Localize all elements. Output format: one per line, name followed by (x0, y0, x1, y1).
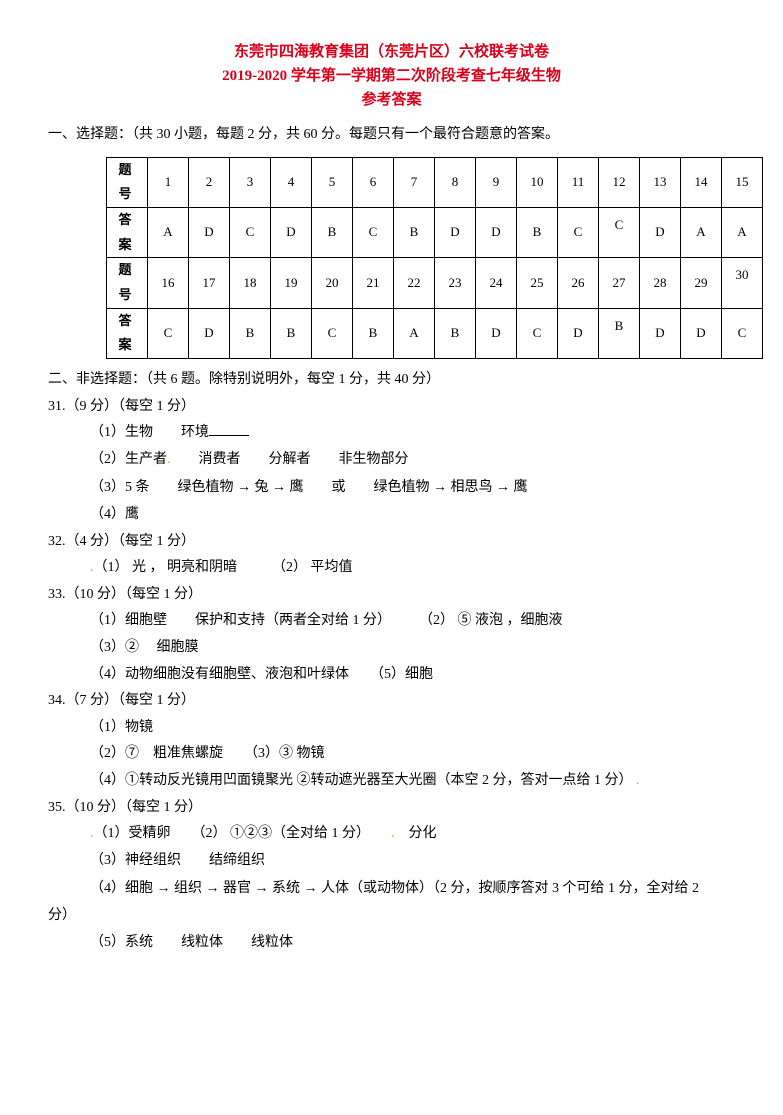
arrow-icon: → (206, 874, 220, 901)
answer-table: 题 号 123 456 789 101112 131415 答 案 ADC DB… (106, 157, 763, 360)
row-label-a1: 答 案 (107, 207, 148, 257)
arrow-icon: → (255, 874, 269, 901)
arrow-icon: → (237, 473, 251, 500)
section2-intro: 二、非选择题：（共 6 题。除特别说明外，每空 1 分，共 40 分） (48, 367, 735, 394)
row-label-q1: 题 号 (107, 157, 148, 207)
orange-dot-icon: . (633, 773, 640, 788)
arrow-icon: → (496, 473, 510, 500)
cell-num-30: 30 (722, 258, 763, 308)
q33-p3: （4）动物细胞没有细胞壁、液泡和叶绿体 （5）细胞 (48, 662, 735, 689)
title-line-3: 参考答案 (48, 88, 735, 112)
q33-p1: （1）细胞壁 保护和支持（两者全对给 1 分） （2） ⑤ 液泡 ，细胞液 (48, 608, 735, 635)
q32-head: 32.（4 分）（每空 1 分） (48, 529, 735, 556)
arrow-icon: → (272, 473, 286, 500)
table-row-ans-1: 答 案 ADC DBC BDD BC C DAA (107, 207, 763, 257)
q31-head: 31.（9 分）（每空 1 分） (48, 394, 735, 421)
arrow-icon: → (304, 874, 318, 901)
q32-p1: .（1） 光 ， 明亮和阴暗 （2） 平均值 (48, 555, 735, 582)
row-label-q2: 题 号 (107, 258, 148, 308)
q31-p1: （1）生物 环境 (48, 420, 735, 447)
q35-head: 35.（10 分）（每空 1 分） (48, 795, 735, 822)
q34-p1: （1）物镜 (48, 715, 735, 742)
q34-p3: （4）①转动反光镜用凹面镜聚光 ②转动遮光器至大光圈（本空 2 分，答对一点给 … (48, 768, 735, 795)
table-row-num-1: 题 号 123 456 789 101112 131415 (107, 157, 763, 207)
q33-head: 33.（10 分）（每空 1 分） (48, 582, 735, 609)
table-row-ans-2: 答 案 CDB BCB ABD CD B DDC (107, 308, 763, 358)
section1-intro: 一、选择题：（共 30 小题，每题 2 分，共 60 分。每题只有一个最符合题意… (48, 122, 735, 149)
q34-p2: （2）⑦ 粗准焦螺旋 （3）③ 物镜 (48, 741, 735, 768)
cell-ans-12: C (599, 207, 640, 257)
title-line-1: 东莞市四海教育集团（东莞片区）六校联考试卷 (48, 40, 735, 64)
q35-p1: .（1）受精卵 （2） ①②③（全对给 1 分） . 分化 (48, 821, 735, 848)
cell-ans-27: B (599, 308, 640, 358)
q31-p2: （2）生产者. 消费者 分解者 非生物部分 (48, 447, 735, 474)
q31-p4: （4）鹰 (48, 502, 735, 529)
table-row-num-2: 题 号 161718 192021 222324 252627 2829 30 (107, 258, 763, 308)
q33-p2: （3）② 细胞膜 (48, 635, 735, 662)
arrow-icon: → (157, 874, 171, 901)
q34-head: 34.（7 分）（每空 1 分） (48, 688, 735, 715)
q35-p2: （3）神经组织 结缔组织 (48, 848, 735, 875)
arrow-icon: → (433, 473, 447, 500)
q31-p3: （3）5 条 绿色植物 → 兔 → 鹰 或 绿色植物 → 相思鸟 → 鹰 (48, 473, 735, 502)
row-label-a2: 答 案 (107, 308, 148, 358)
q35-p3: （4）细胞 → 组织 → 器官 → 系统 → 人体（或动物体）（2 分，按顺序答… (48, 874, 735, 903)
q35-p3-end: 分） (48, 903, 735, 930)
title-line-2: 2019-2020 学年第一学期第二次阶段考查七年级生物 (48, 64, 735, 88)
q35-p4: （5）系统 线粒体 线粒体 (48, 930, 735, 957)
blank-line (209, 435, 249, 436)
